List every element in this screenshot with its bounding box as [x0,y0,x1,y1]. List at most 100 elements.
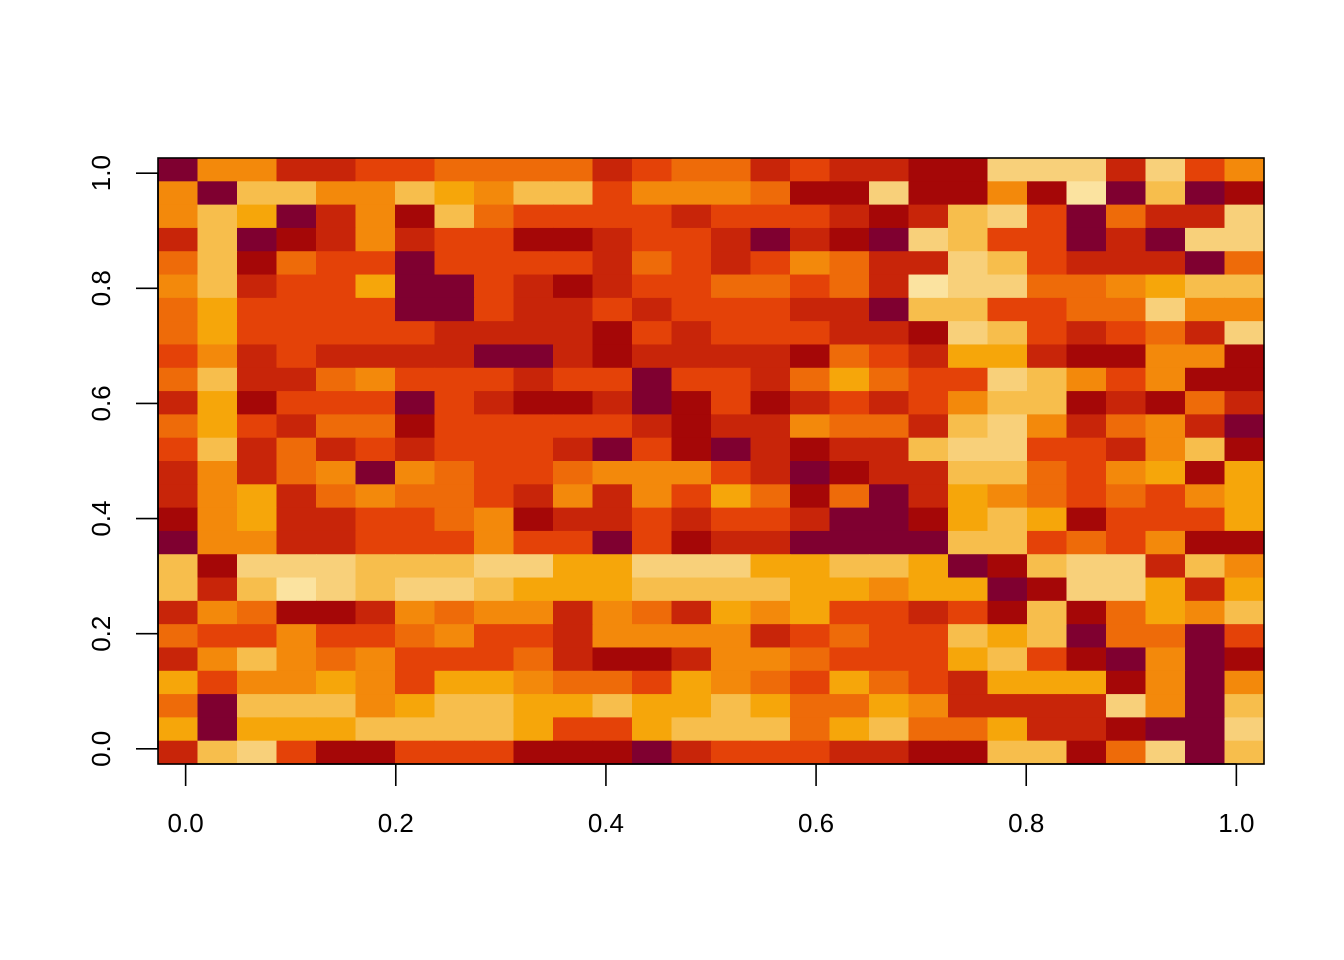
heatmap-cell [948,624,989,649]
heatmap-cell [632,484,673,509]
heatmap-cell [197,251,238,276]
heatmap-cell [711,577,752,602]
heatmap-cell [513,577,554,602]
heatmap-cell [829,740,870,765]
heatmap-cell [632,740,673,765]
heatmap-cell [671,181,712,206]
heatmap-cell [592,344,633,369]
heatmap-cell [434,158,475,182]
heatmap-cell [1106,367,1147,392]
heatmap-cell [158,530,199,555]
heatmap-cell [592,694,633,718]
heatmap-cell [237,391,278,415]
heatmap-cell [474,530,515,555]
heatmap-cell [1027,484,1068,509]
heatmap-cell [711,251,752,276]
heatmap-cell [750,227,791,252]
heatmap-cell [553,414,594,439]
heatmap-cell [197,181,238,206]
heatmap-cell [987,204,1028,229]
heatmap-cell [395,461,436,485]
heatmap-cell [1027,391,1068,415]
heatmap-cell [1224,344,1265,369]
heatmap-cell [1224,227,1265,252]
heatmap-cell [395,251,436,276]
heatmap-cell [474,158,515,182]
heatmap-cell [987,367,1028,392]
heatmap-cell [1066,414,1107,439]
heatmap-cell [158,391,199,415]
heatmap-cell [1106,297,1147,322]
heatmap-cell [1224,204,1265,229]
heatmap-cell [908,647,949,672]
heatmap-cell [711,600,752,625]
heatmap-cell [395,670,436,695]
heatmap-cell [474,461,515,485]
heatmap-cell [671,367,712,392]
heatmap-cell [1145,624,1186,649]
heatmap-cell [592,670,633,695]
heatmap-cell [1066,717,1107,742]
heatmap-cell [474,321,515,346]
heatmap-cell [829,367,870,392]
heatmap-cell [276,437,317,462]
heatmap-cell [553,437,594,462]
heatmap-cell [987,624,1028,649]
heatmap-cell [1027,577,1068,602]
heatmap-cell [948,437,989,462]
heatmap-cell [790,227,831,252]
heatmap-cell [316,507,357,532]
heatmap-cell [434,437,475,462]
heatmap-cell [316,717,357,742]
heatmap-cell [711,227,752,252]
heatmap-cell [316,624,357,649]
heatmap-cell [1027,251,1068,276]
heatmap-cell [434,461,475,485]
heatmap-cell [316,297,357,322]
heatmap-cell [987,227,1028,252]
heatmap-cell [1224,624,1265,649]
heatmap-cell [434,297,475,322]
heatmap-cell [1185,274,1226,299]
heatmap-cell [316,181,357,206]
heatmap-cell [750,694,791,718]
heatmap-cell [1106,740,1147,765]
heatmap-cell [1145,321,1186,346]
heatmap-cell [790,530,831,555]
heatmap-cell [474,367,515,392]
heatmap-cell [474,577,515,602]
heatmap-cell [513,274,554,299]
heatmap-cell [1224,251,1265,276]
heatmap-cell [632,204,673,229]
heatmap-cell [671,391,712,415]
heatmap-cell [908,204,949,229]
x-axis: 0.0 0.2 0.4 0.6 0.8 1.0 [168,763,1254,838]
heatmap-cell [237,274,278,299]
heatmap-cell [869,461,910,485]
heatmap-cell [1027,530,1068,555]
heatmap-cell [434,367,475,392]
heatmap-cell [592,321,633,346]
heatmap-cell [276,530,317,555]
heatmap-cell [1106,694,1147,718]
heatmap-cell [553,530,594,555]
heatmap-cell [1027,414,1068,439]
heatmap-cell [750,297,791,322]
heatmap-cell [237,484,278,509]
heatmap-cell [276,391,317,415]
heatmap-cell [1224,158,1265,182]
heatmap-cell [829,344,870,369]
heatmap-cell [355,461,396,485]
heatmap-cell [1145,391,1186,415]
heatmap-cell [1027,717,1068,742]
heatmap-cell [750,530,791,555]
heatmap-cell [553,600,594,625]
heatmap-cell [869,414,910,439]
heatmap-cell [711,181,752,206]
heatmap-cell [671,530,712,555]
heatmap-cell [671,717,712,742]
heatmap-cell [553,391,594,415]
heatmap-cell [908,507,949,532]
heatmap-cell [711,740,752,765]
